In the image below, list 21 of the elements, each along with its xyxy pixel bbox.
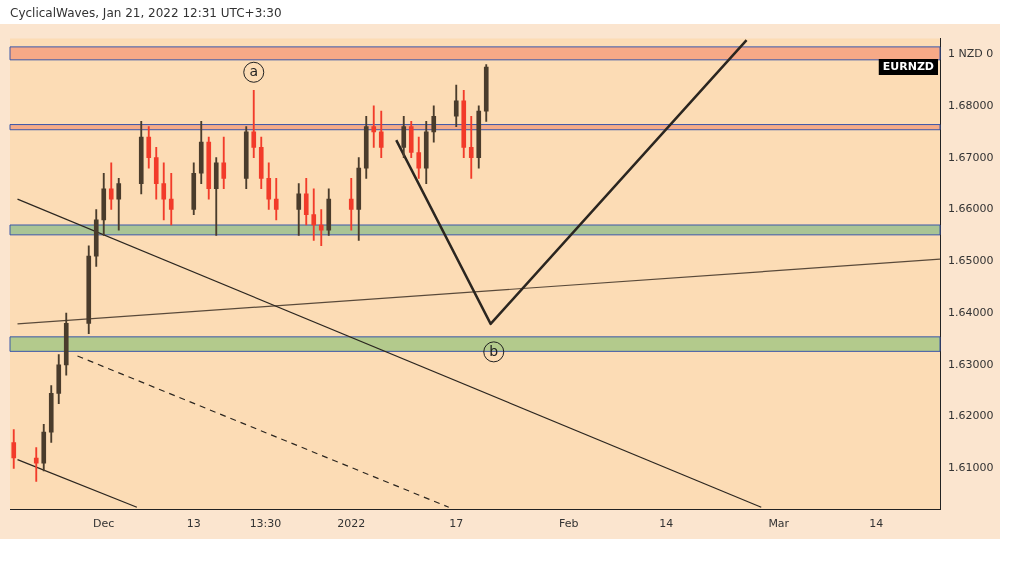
- x-tick-label: 17: [449, 517, 464, 531]
- x-tick-label: Mar: [768, 517, 790, 531]
- annotation: a: [249, 62, 259, 79]
- y-tick-label: 1.66000: [948, 202, 994, 216]
- annotation: EURNZD: [882, 59, 934, 73]
- x-tick-label: Dec: [93, 517, 115, 531]
- x-tick-label: 2022: [337, 517, 366, 531]
- y-tick-label: 1.68000: [948, 98, 994, 112]
- x-tick-label: 14: [659, 517, 674, 531]
- y-tick-label: 1.62000: [948, 409, 994, 423]
- y-tick-label: 1.61000: [948, 461, 994, 475]
- x-tick-label: 13: [186, 517, 201, 531]
- x-tick-label: 13:30: [249, 517, 282, 531]
- y-tick-label: 1.64000: [948, 305, 994, 319]
- y-tick-label: 1.65000: [948, 254, 994, 268]
- y-tick-label: 1.63000: [948, 357, 994, 371]
- y-tick-label: 1.67000: [948, 150, 994, 164]
- x-tick-label: Feb: [559, 517, 579, 531]
- chart-title: CyclicalWaves, Jan 21, 2022 12:31 UTC+3:30: [9, 5, 283, 22]
- x-tick-label: 14: [869, 517, 884, 531]
- y-tick-label: 1 NZD 0: [948, 46, 994, 60]
